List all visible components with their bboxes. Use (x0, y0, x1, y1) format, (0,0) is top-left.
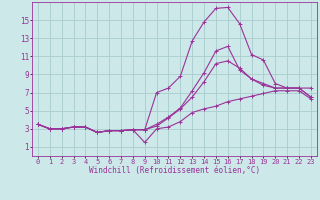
X-axis label: Windchill (Refroidissement éolien,°C): Windchill (Refroidissement éolien,°C) (89, 166, 260, 175)
